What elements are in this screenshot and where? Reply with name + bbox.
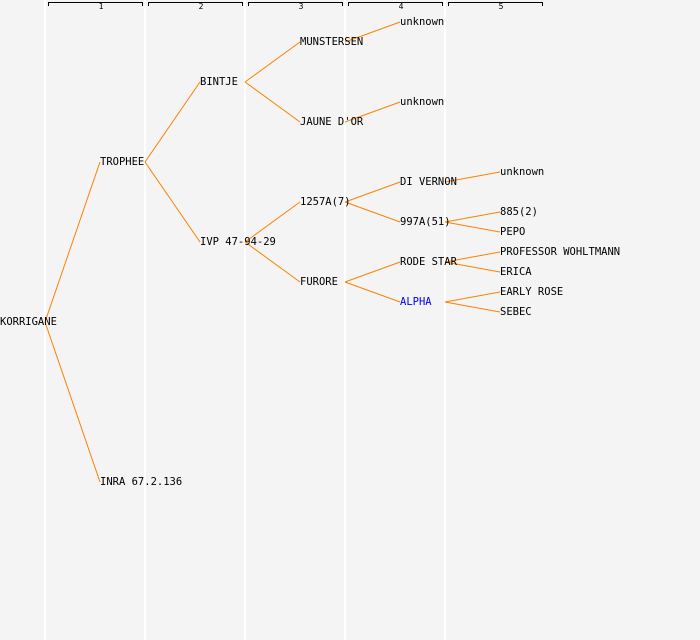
pedigree-link: [344, 201, 401, 223]
pedigree-link: [444, 291, 501, 303]
pedigree-link: [244, 41, 301, 83]
pedigree-node[interactable]: TROPHEE: [100, 156, 145, 168]
pedigree-link: [444, 261, 501, 273]
pedigree-link: [444, 301, 501, 313]
generation-label: 1: [98, 2, 104, 11]
pedigree-link: [344, 281, 401, 303]
pedigree-link: [144, 81, 201, 163]
pedigree-node[interactable]: 885(2): [500, 206, 538, 218]
pedigree-node[interactable]: ERICA: [500, 266, 532, 278]
pedigree-node[interactable]: EARLY ROSE: [500, 286, 564, 298]
pedigree-node[interactable]: ALPHA: [400, 296, 432, 308]
pedigree-node[interactable]: JAUNE D'OR: [300, 116, 364, 128]
generation-bracket: [348, 2, 443, 6]
column-separator: [444, 0, 446, 640]
pedigree-node[interactable]: PEPO: [500, 226, 526, 238]
pedigree-link: [444, 221, 501, 233]
pedigree-node[interactable]: 1257A(7): [300, 196, 351, 208]
generation-bracket: [48, 2, 143, 6]
column-separator: [244, 0, 246, 640]
pedigree-link: [144, 161, 201, 243]
pedigree-link: [344, 261, 401, 283]
pedigree-link: [444, 211, 501, 223]
generation-label: 3: [298, 2, 304, 11]
pedigree-node[interactable]: RODE STAR: [400, 256, 457, 268]
pedigree-node[interactable]: MUNSTERSEN: [300, 36, 364, 48]
pedigree-link: [344, 101, 401, 123]
pedigree-node[interactable]: unknown: [400, 16, 445, 28]
pedigree-link: [444, 251, 501, 263]
pedigree-link: [244, 241, 301, 283]
pedigree-link: [244, 81, 301, 123]
generation-label: 4: [398, 2, 404, 11]
generation-bracket: [148, 2, 243, 6]
pedigree-node[interactable]: unknown: [500, 166, 545, 178]
pedigree-node[interactable]: unknown: [400, 96, 445, 108]
pedigree-link: [344, 181, 401, 203]
column-separator: [44, 0, 46, 640]
column-separator: [344, 0, 346, 640]
pedigree-link: [244, 201, 301, 243]
pedigree-link: [44, 161, 101, 323]
generation-label: 5: [498, 2, 504, 11]
pedigree-link: [344, 21, 401, 43]
pedigree-link: [444, 171, 501, 183]
pedigree-node[interactable]: PROFESSOR WOHLTMANN: [500, 246, 621, 258]
pedigree-node[interactable]: BINTJE: [200, 76, 238, 88]
pedigree-node[interactable]: 997A(51): [400, 216, 451, 228]
pedigree-node[interactable]: IVP 47-94-29: [200, 236, 276, 248]
pedigree-node[interactable]: FURORE: [300, 276, 338, 288]
pedigree-node[interactable]: KORRIGANE: [0, 316, 57, 328]
pedigree-node[interactable]: INRA 67.2.136: [100, 476, 183, 488]
generation-bracket: [448, 2, 543, 6]
pedigree-link: [44, 321, 101, 483]
generation-label: 2: [198, 2, 204, 11]
pedigree-node[interactable]: DI VERNON: [400, 176, 457, 188]
generation-bracket: [248, 2, 343, 6]
pedigree-node[interactable]: SEBEC: [500, 306, 532, 318]
column-separator: [144, 0, 146, 640]
